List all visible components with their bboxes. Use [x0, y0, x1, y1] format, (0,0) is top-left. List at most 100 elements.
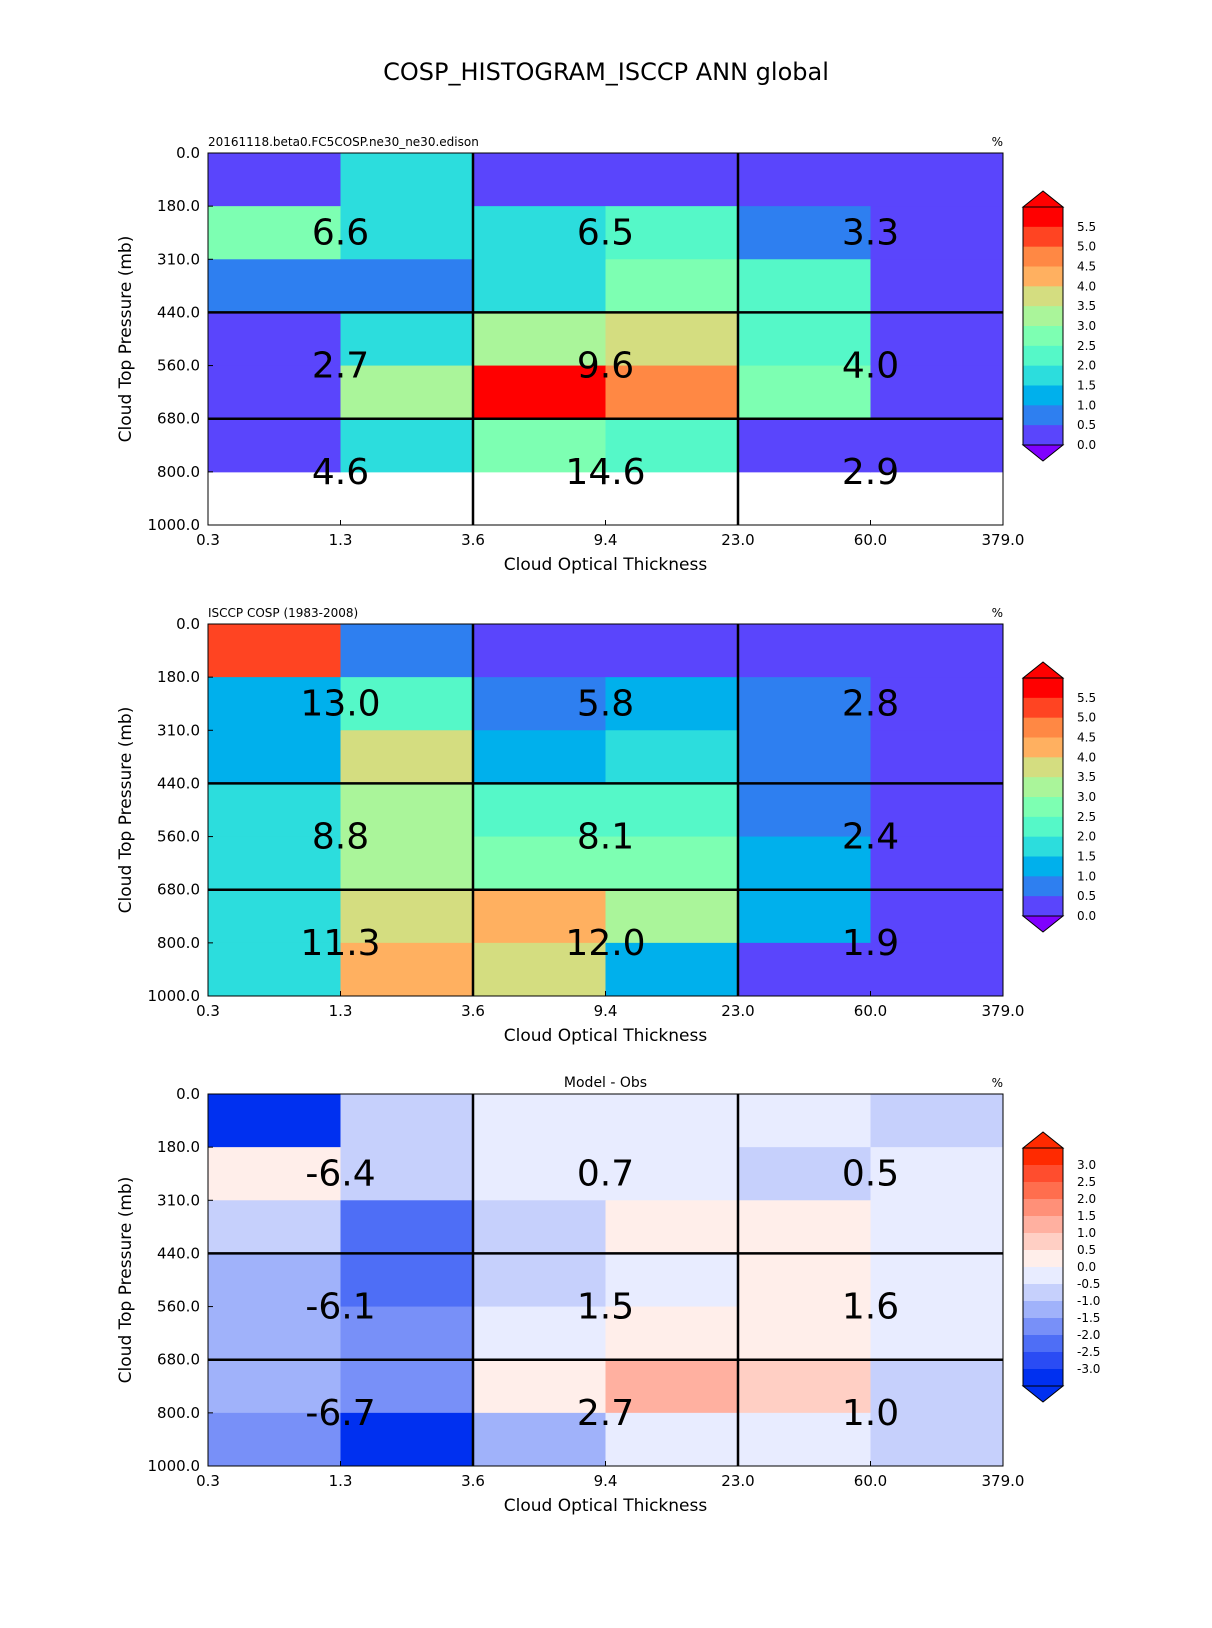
- heatmap-cell: [473, 1359, 606, 1414]
- heatmap-cell: [340, 1306, 474, 1361]
- y-tick-label: 180.0: [157, 1138, 200, 1156]
- colorbar-swatch: [1023, 1148, 1063, 1166]
- heatmap-cell: [738, 624, 871, 678]
- heatmap-cell: [340, 1253, 474, 1308]
- x-tick-label: 9.4: [594, 531, 618, 549]
- heatmap-cell: [208, 153, 341, 207]
- y-tick-label: 800.0: [157, 1404, 200, 1422]
- colorbar-tick-label: 3.5: [1077, 299, 1096, 313]
- cell-annotation: 0.5: [842, 1154, 899, 1195]
- colorbar-tick-label: 0.5: [1077, 418, 1096, 432]
- colorbar-tick-label: 0.5: [1077, 889, 1096, 903]
- heatmap-cell: [605, 783, 739, 838]
- heatmap-cell: [870, 1306, 1004, 1361]
- x-tick-label: 1.3: [329, 531, 353, 549]
- x-tick-label: 9.4: [594, 1002, 618, 1020]
- x-tick-label: 3.6: [461, 1002, 485, 1020]
- heatmap-cell: [208, 1412, 341, 1467]
- colorbar-tick-label: -1.5: [1077, 1311, 1100, 1325]
- heatmap-cell: [605, 1412, 739, 1467]
- y-tick-label: 560.0: [157, 828, 200, 846]
- y-tick-label: 180.0: [157, 197, 200, 215]
- x-tick-label: 1.3: [329, 1002, 353, 1020]
- colorbar-swatch: [1023, 345, 1063, 367]
- heatmap-cell: [738, 836, 871, 891]
- colorbar-frame: [1022, 1147, 1064, 1387]
- cell-annotation: 8.8: [312, 817, 369, 858]
- colorbar-swatch: [1023, 816, 1063, 838]
- x-tick-label: 60.0: [854, 1002, 887, 1020]
- colorbar-tick-label: 0.5: [1077, 1243, 1096, 1257]
- heatmap-cell: [340, 889, 474, 944]
- heatmap-cell: [738, 1412, 871, 1467]
- colorbar-frame: [1022, 677, 1064, 917]
- heatmap-cell: [605, 677, 739, 731]
- units-label: %: [992, 135, 1003, 149]
- y-tick-label: 0.0: [176, 615, 200, 633]
- heatmap-cell: [605, 624, 739, 678]
- heatmap-cell: [605, 1147, 739, 1201]
- heatmap-cell: [473, 1147, 606, 1201]
- heatmap-cell: [738, 1200, 871, 1254]
- cell-annotation: -6.1: [305, 1287, 375, 1328]
- y-tick-label: 1000.0: [148, 516, 201, 534]
- heatmap-cell: [738, 1253, 871, 1308]
- x-tick-label: 0.3: [196, 531, 220, 549]
- x-tick-label: 23.0: [721, 1002, 754, 1020]
- colorbar-swatch: [1023, 896, 1063, 917]
- x-axis-label: Cloud Optical Thickness: [504, 1026, 708, 1046]
- heatmap-cell: [738, 259, 871, 313]
- heatmap-cell: [738, 730, 871, 784]
- cell-annotation: 2.8: [842, 684, 899, 725]
- colorbar-extend-low: [1021, 444, 1065, 462]
- heatmap-cell: [870, 206, 1004, 260]
- colorbar-swatch: [1023, 876, 1063, 897]
- heatmap-cell: [340, 365, 474, 420]
- colorbar-tick-label: 4.0: [1077, 750, 1096, 764]
- y-tick-label: 560.0: [157, 357, 200, 375]
- x-axis-label: Cloud Optical Thickness: [504, 555, 708, 575]
- colorbar-tick-label: 1.5: [1077, 379, 1096, 393]
- heatmap-cell: [473, 1200, 606, 1254]
- y-axis-label: Cloud Top Pressure (mb): [116, 236, 136, 443]
- y-axis-label: Cloud Top Pressure (mb): [116, 707, 136, 914]
- heatmap-cell: [208, 259, 341, 313]
- x-tick-label: 0.3: [196, 1472, 220, 1490]
- colorbar-tick-label: 0.0: [1077, 438, 1096, 452]
- y-tick-label: 440.0: [157, 303, 200, 321]
- heatmap-cell: [340, 624, 474, 678]
- cell-annotation: -6.7: [305, 1393, 375, 1434]
- heatmap-cell: [340, 730, 474, 784]
- colorbar-tick-label: 3.0: [1077, 1158, 1096, 1172]
- y-axis-label: Cloud Top Pressure (mb): [116, 1177, 136, 1384]
- cell-annotation: 2.7: [577, 1393, 634, 1434]
- y-tick-label: 800.0: [157, 934, 200, 952]
- heatmap-cell: [208, 624, 341, 678]
- heatmap-cell: [870, 153, 1004, 207]
- heatmap-cell: [605, 153, 739, 207]
- colorbar-tick-label: 2.0: [1077, 1192, 1096, 1206]
- colorbar-swatch: [1023, 326, 1063, 347]
- heatmap-cell: [738, 312, 871, 367]
- heatmap-cell: [473, 836, 606, 891]
- colorbar-tick-label: 4.5: [1077, 731, 1096, 745]
- x-tick-label: 3.6: [461, 531, 485, 549]
- colorbar-tick-label: 3.0: [1077, 790, 1096, 804]
- colorbar-tick-label: 1.0: [1077, 398, 1096, 412]
- cell-annotation: 8.1: [577, 817, 634, 858]
- cell-annotation: 11.3: [300, 923, 380, 964]
- heatmap-cell: [473, 1094, 606, 1148]
- colorbar-tick-label: 1.5: [1077, 1209, 1096, 1223]
- colorbar-tick-label: 0.0: [1077, 1260, 1096, 1274]
- x-axis-label: Cloud Optical Thickness: [504, 1496, 708, 1516]
- y-tick-label: 560.0: [157, 1298, 200, 1316]
- heatmap-cell: [208, 365, 341, 420]
- heatmap-cell: [208, 836, 341, 891]
- colorbar-swatch: [1023, 1267, 1063, 1285]
- colorbar-swatch: [1023, 1318, 1063, 1336]
- heatmap-cell: [870, 1094, 1004, 1148]
- colorbar-extend-low: [1021, 1385, 1065, 1403]
- y-tick-label: 180.0: [157, 668, 200, 686]
- heatmap-cell: [738, 1094, 871, 1148]
